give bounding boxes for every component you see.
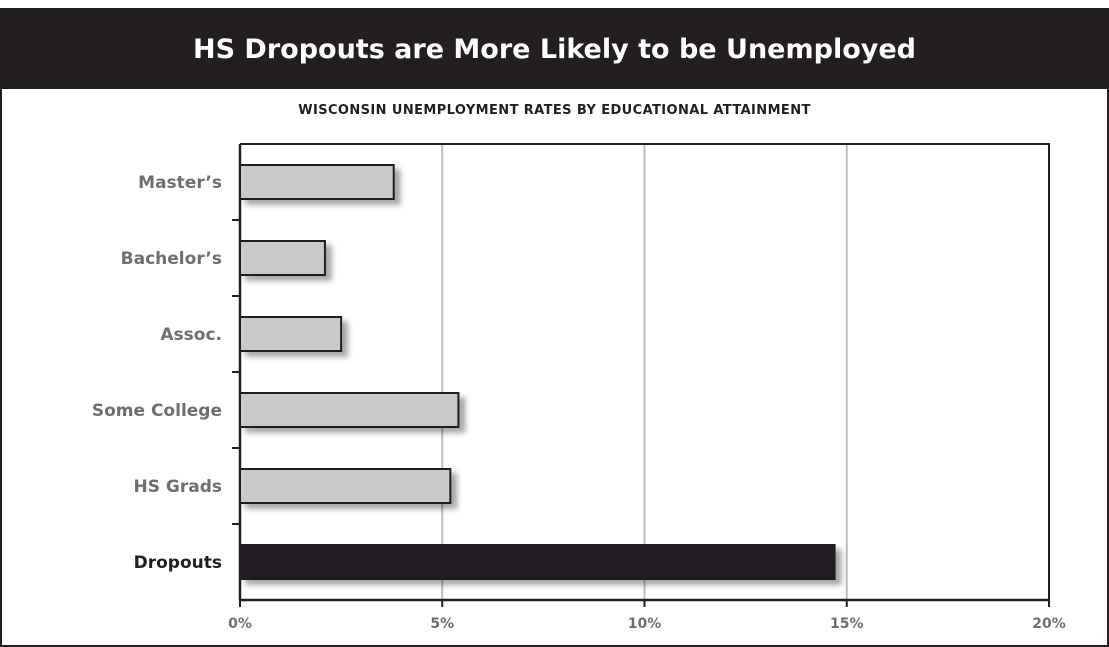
x-tick-label: 0% (228, 616, 252, 632)
category-label: Master’s (138, 173, 222, 193)
bar-dropouts (239, 544, 836, 580)
category-label: Bachelor’s (121, 249, 222, 269)
bar-master-s (239, 164, 395, 200)
x-tick-label: 15% (830, 616, 864, 632)
category-label: Dropouts (134, 553, 222, 573)
chart-frame: HS Dropouts are More Likely to be Unempl… (0, 8, 1109, 647)
x-tick-label: 5% (430, 616, 454, 632)
chart-subtitle: WISCONSIN UNEMPLOYMENT RATES BY EDUCATIO… (298, 103, 811, 118)
x-tick-label: 10% (628, 616, 662, 632)
bar-bachelor-s (239, 240, 326, 276)
x-tick-label: 20% (1032, 616, 1066, 632)
bar-hs-grads (239, 468, 452, 504)
bar-some-college (239, 392, 460, 428)
chart-title: HS Dropouts are More Likely to be Unempl… (2, 10, 1107, 89)
category-label: Assoc. (160, 325, 222, 345)
bar-assoc- (239, 316, 343, 352)
category-label: Some College (92, 401, 222, 421)
category-label: HS Grads (134, 477, 223, 497)
